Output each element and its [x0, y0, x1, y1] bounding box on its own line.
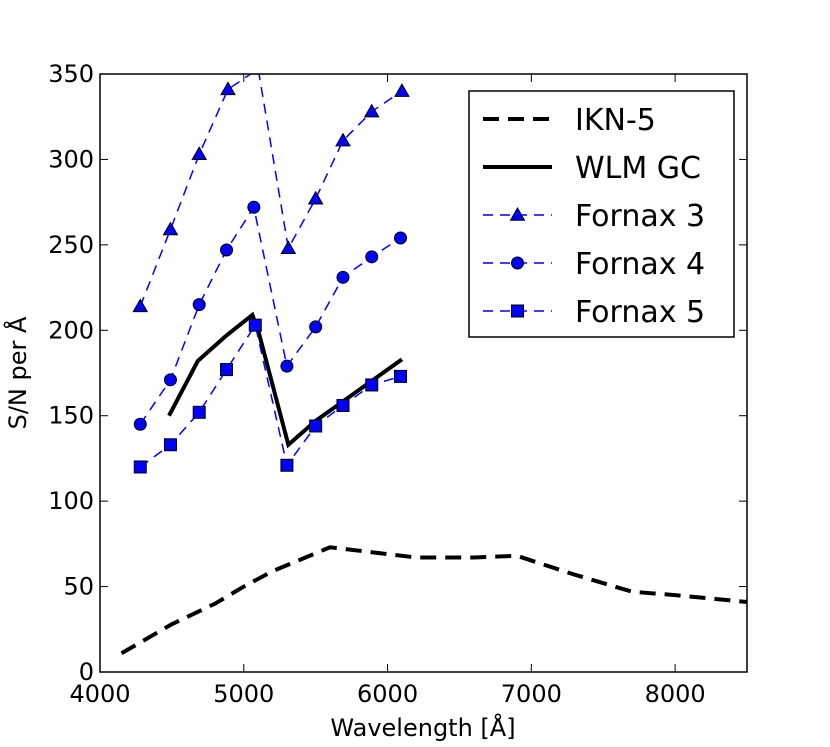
data-point-fornax-4	[309, 320, 323, 334]
x-axis-label: Wavelength [Å]	[330, 713, 515, 742]
data-point-fornax-5	[163, 438, 177, 452]
x-tick-label: 5000	[213, 680, 274, 708]
data-point-fornax-5	[192, 405, 206, 419]
data-point-fornax-3	[220, 81, 236, 96]
data-point-fornax-5	[393, 369, 407, 383]
data-point-fornax-4	[336, 270, 350, 284]
legend-label-fornax-4: Fornax 4	[575, 247, 705, 282]
legend: IKN-5 WLM GC Fornax 3 Fornax 4 Fornax 5	[468, 90, 735, 338]
x-tick-label: 7000	[501, 680, 562, 708]
series-line-wlm-gc	[167, 311, 404, 449]
y-tick-label: 150	[48, 402, 94, 430]
data-point-fornax-5	[280, 458, 294, 472]
series-line-fornax-4	[139, 205, 401, 425]
y-tick-label: 50	[63, 573, 94, 601]
x-tick-label: 6000	[357, 680, 418, 708]
legend-label-fornax-5: Fornax 5	[575, 295, 705, 330]
legend-label-fornax-3: Fornax 3	[575, 199, 705, 234]
data-point-fornax-3	[307, 190, 324, 205]
legend-frame	[468, 90, 735, 338]
data-point-fornax-4	[192, 298, 206, 312]
legend-marker-fornax-5	[511, 304, 524, 318]
data-point-fornax-3	[280, 240, 297, 255]
data-point-fornax-5	[248, 318, 262, 332]
y-tick-label: 0	[79, 658, 94, 686]
legend-marker-fornax-3	[509, 206, 526, 221]
series-line-fornax-3	[139, 74, 403, 307]
series-line-fornax-5	[139, 323, 401, 468]
y-tick-label: 350	[48, 60, 94, 88]
data-point-fornax-4	[133, 417, 147, 431]
data-point-fornax-3	[250, 74, 267, 75]
data-point-fornax-5	[309, 419, 323, 433]
data-point-fornax-5	[336, 398, 350, 412]
x-tick-label: 8000	[645, 680, 706, 708]
plot-frame	[99, 73, 748, 673]
data-point-fornax-4	[393, 231, 407, 245]
data-point-fornax-3	[363, 103, 380, 118]
data-point-fornax-3	[335, 132, 351, 147]
data-point-fornax-3	[132, 298, 149, 313]
data-point-fornax-4	[163, 373, 177, 387]
data-point-fornax-5	[133, 460, 147, 474]
legend-label-ikn-5: IKN-5	[575, 103, 656, 138]
data-point-fornax-3	[394, 83, 410, 97]
x-tick-label: 4000	[69, 680, 130, 708]
y-tick-label: 100	[48, 487, 94, 515]
data-point-fornax-5	[220, 363, 234, 377]
y-tick-label: 200	[48, 316, 94, 344]
series-line-ikn-5	[120, 545, 747, 655]
data-point-fornax-5	[365, 378, 379, 392]
y-axis-label: S/N per Å	[3, 316, 32, 429]
y-tick-label: 250	[48, 231, 94, 259]
data-point-fornax-4	[365, 250, 379, 264]
data-point-fornax-4	[247, 200, 261, 214]
data-point-fornax-4	[220, 243, 234, 257]
legend-label-wlm-gc: WLM GC	[575, 151, 701, 186]
y-tick-label: 300	[48, 145, 94, 173]
data-point-fornax-3	[162, 221, 179, 236]
legend-marker-fornax-4	[511, 256, 524, 270]
data-point-fornax-3	[191, 146, 208, 161]
data-point-fornax-4	[280, 359, 294, 373]
